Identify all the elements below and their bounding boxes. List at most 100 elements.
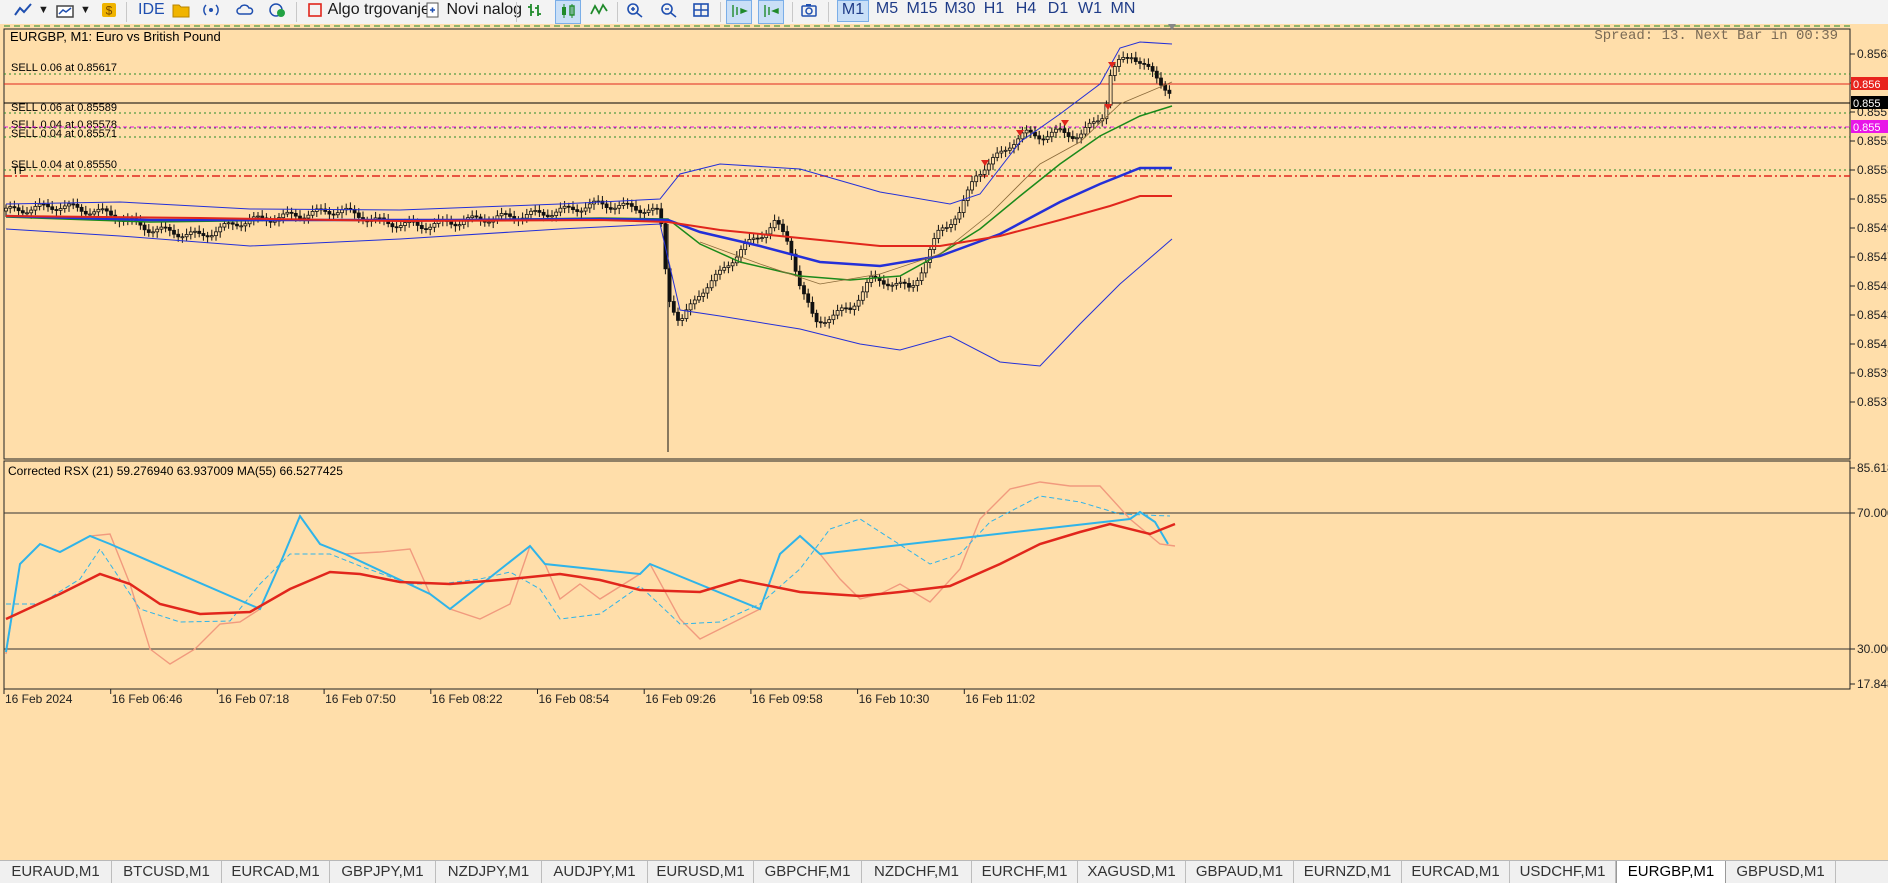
order-lines[interactable]: SELL 0.06 at 0.85617 SELL 0.06 at 0.85589…: [4, 62, 1850, 177]
line-mode-icon[interactable]: [590, 0, 608, 22]
timeframe-m15[interactable]: M15: [906, 0, 938, 17]
candle-body: [907, 283, 911, 288]
algo-trading-button[interactable]: Algo trgovanje: [306, 0, 430, 22]
indicator-pane[interactable]: [3, 460, 1851, 690]
candle-body: [79, 206, 84, 212]
zoom-in-icon[interactable]: [626, 0, 644, 22]
symbol-tab[interactable]: EURCHF,M1: [972, 861, 1078, 883]
candle-body: [503, 213, 508, 215]
candle-body: [655, 207, 659, 210]
timeframe-m1[interactable]: M1: [837, 0, 869, 22]
candle-body: [722, 267, 727, 271]
tile-windows-icon[interactable]: [692, 0, 710, 22]
rsx-tick-label: 85.618: [1857, 461, 1888, 475]
candle-body: [705, 287, 710, 294]
candle-body: [902, 281, 907, 284]
candle-body: [62, 205, 67, 209]
candle-body: [214, 231, 218, 237]
candle-body: [432, 223, 437, 228]
candle-body: [46, 203, 50, 208]
symbol-tab[interactable]: GBPUSD,M1: [1726, 861, 1836, 883]
ide-button[interactable]: IDE: [138, 1, 165, 18]
candle-body: [634, 205, 638, 211]
candle-body: [827, 319, 832, 323]
candle-body: [1028, 129, 1033, 133]
candle-body: [8, 206, 13, 209]
symbol-tab[interactable]: XAGUSD,M1: [1078, 861, 1186, 883]
toolbar-separator: [617, 2, 618, 22]
chevron-down-icon[interactable]: ▼: [38, 4, 49, 16]
candle-body: [356, 212, 361, 218]
bar-chart-icon[interactable]: [526, 0, 544, 22]
signal-icon[interactable]: [202, 0, 220, 22]
timeframe-m30[interactable]: M30: [944, 0, 976, 17]
candle-body: [688, 303, 693, 311]
symbol-tab[interactable]: NZDCHF,M1: [862, 861, 972, 883]
candle-body: [327, 211, 332, 215]
toolbar-separator: [126, 2, 127, 22]
new-order-button[interactable]: Novi nalog: [424, 0, 522, 22]
timeframe-w1[interactable]: W1: [1078, 0, 1102, 17]
symbol-tab[interactable]: EURGBP,M1: [1616, 861, 1726, 883]
sell-arrow-icon: [1016, 130, 1024, 136]
symbol-tab[interactable]: EURNZD,M1: [1294, 861, 1402, 883]
price-tick-label: 0.8543: [1857, 308, 1888, 322]
line-chart-icon[interactable]: [14, 0, 32, 22]
timeframe-h4[interactable]: H4: [1015, 0, 1037, 17]
zoom-out-icon[interactable]: [660, 0, 678, 22]
candle-body: [604, 203, 609, 208]
candle-body: [554, 211, 559, 216]
candlestick-icon[interactable]: [555, 0, 581, 24]
candle-body: [667, 268, 672, 302]
symbol-tab[interactable]: EURCAD,M1: [1402, 861, 1510, 883]
chart-area[interactable]: SELL 0.06 at 0.85617 SELL 0.06 at 0.85589…: [0, 24, 1888, 860]
time-tick-label: 16 Feb 08:54: [539, 692, 610, 706]
candle-body: [965, 189, 970, 201]
candle-body: [1079, 133, 1084, 139]
chevron-down-icon[interactable]: ▼: [80, 4, 91, 16]
candle-body: [209, 235, 214, 238]
timeframe-h1[interactable]: H1: [983, 0, 1005, 17]
candle-body: [982, 169, 987, 175]
chart-title: EURGBP, M1: Euro vs British Pound: [10, 29, 221, 44]
chart-shift-icon[interactable]: [758, 0, 784, 24]
timeframe-m5[interactable]: M5: [875, 0, 899, 17]
candle-body: [625, 202, 630, 205]
screenshot-camera-icon[interactable]: [800, 0, 818, 22]
candle-body: [684, 309, 689, 319]
price-series: [4, 24, 1176, 452]
symbol-tab[interactable]: NZDJPY,M1: [436, 861, 542, 883]
candle-body: [995, 152, 1000, 158]
symbol-tab[interactable]: BTCUSD,M1: [112, 861, 222, 883]
symbol-tab[interactable]: GBPJPY,M1: [330, 861, 436, 883]
vps-icon[interactable]: [268, 0, 286, 22]
candle-body: [163, 226, 168, 229]
candle-body: [499, 213, 504, 217]
templates-icon[interactable]: [56, 0, 74, 22]
candle-body: [541, 211, 546, 216]
symbol-tab[interactable]: EURAUD,M1: [0, 861, 112, 883]
candle-body: [20, 210, 25, 214]
symbol-tab[interactable]: USDCHF,M1: [1510, 861, 1616, 883]
symbol-tab[interactable]: EURUSD,M1: [648, 861, 754, 883]
candle-body: [1150, 66, 1155, 72]
market-dollar-icon[interactable]: $: [100, 0, 118, 22]
candle-body: [1091, 121, 1096, 124]
candle-body: [1033, 131, 1037, 137]
timeframe-d1[interactable]: D1: [1047, 0, 1069, 17]
symbol-tab[interactable]: GBPCHF,M1: [754, 861, 862, 883]
candle-body: [1112, 66, 1117, 76]
candle-body: [776, 220, 781, 225]
timeframe-mn[interactable]: MN: [1110, 0, 1136, 17]
candle-body: [915, 280, 920, 286]
candle-body: [419, 225, 424, 229]
price-pane[interactable]: [3, 28, 1851, 460]
cloud-icon[interactable]: [236, 0, 254, 22]
symbol-tab[interactable]: AUDJPY,M1: [542, 861, 648, 883]
time-tick-label: 16 Feb 08:22: [432, 692, 503, 706]
symbol-tab[interactable]: GBPAUD,M1: [1186, 861, 1294, 883]
candle-body: [600, 200, 605, 205]
folder-icon[interactable]: [172, 0, 190, 22]
auto-scroll-icon[interactable]: [726, 0, 752, 24]
symbol-tab[interactable]: EURCAD,M1: [222, 861, 330, 883]
